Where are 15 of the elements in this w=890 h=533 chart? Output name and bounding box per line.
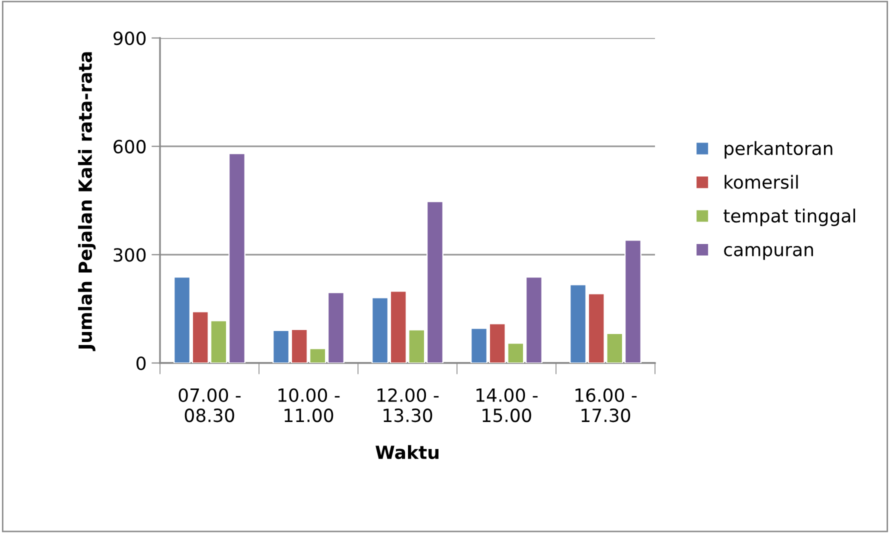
x-axis-title: Waktu	[376, 445, 438, 460]
x-tick-label: 14.00 - 15.00	[476, 388, 538, 422]
legend-label: perkantoran	[724, 141, 832, 159]
legend-label: tempat tinggal	[724, 208, 856, 226]
x-tick-label: 07.00 - 08.30	[178, 388, 241, 422]
y-tick-label: 600	[114, 140, 146, 154]
legend-label: komersil	[724, 174, 798, 189]
y-tick-label: 300	[114, 248, 146, 262]
legend-label: campuran	[724, 246, 813, 260]
y-axis-title: Jumlah Pejalan Kaki rata-rata	[78, 52, 96, 352]
y-tick-label: 0	[136, 356, 146, 370]
y-tick-label: 900	[113, 31, 146, 46]
x-tick-label: 12.00 - 13.30	[378, 388, 439, 422]
x-tick-label: 10.00 - 11.00	[278, 388, 340, 422]
x-tick-label: 16.00 - 17.30	[576, 388, 637, 422]
